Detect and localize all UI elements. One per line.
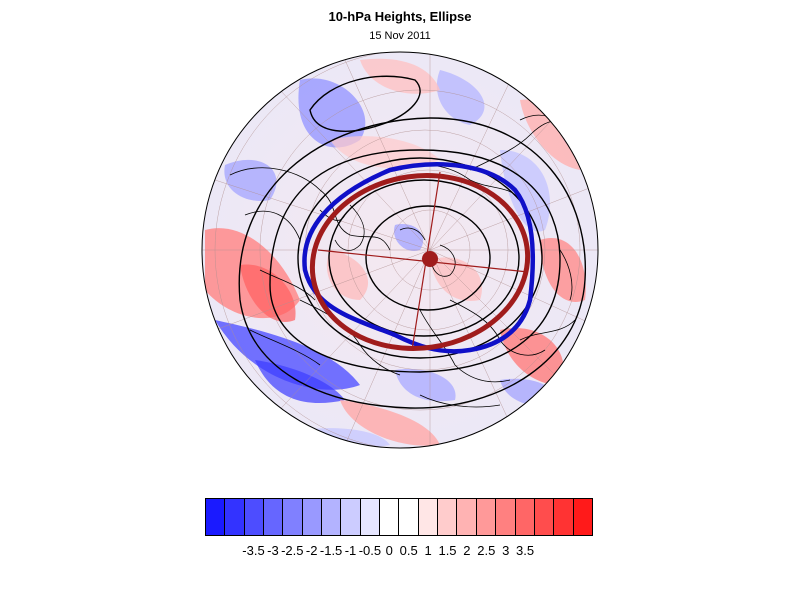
colorbar-swatch bbox=[496, 499, 516, 535]
colorbar-tick-label: -3 bbox=[267, 543, 279, 558]
colorbar-swatches bbox=[205, 498, 593, 536]
colorbar-tick-label: -2 bbox=[305, 543, 318, 558]
colorbar-swatch bbox=[302, 499, 323, 535]
colorbar-tick-label: 1 bbox=[424, 543, 432, 558]
colorbar-labels: -3.5 -3 -2.5 -2 -1.5 -1 -0.5 0 0.5 1 1.5 2 2.5 3 3.5 bbox=[205, 543, 593, 561]
colorbar-swatch bbox=[360, 499, 381, 535]
colorbar-swatch bbox=[322, 499, 342, 535]
colorbar-swatch bbox=[244, 499, 265, 535]
globe-outline bbox=[201, 51, 599, 449]
colorbar-swatch bbox=[438, 499, 458, 535]
colorbar-swatch bbox=[341, 499, 361, 535]
colorbar-tick-label: 2.5 bbox=[477, 543, 496, 558]
colorbar-tick-label: 0.5 bbox=[399, 543, 418, 558]
colorbar-swatch bbox=[399, 499, 419, 535]
colorbar-tick-label: -1.5 bbox=[319, 543, 343, 558]
height-contours bbox=[238, 75, 587, 409]
colorbar-tick-label: 2 bbox=[463, 543, 471, 558]
colorbar-tick-label: -2.5 bbox=[281, 543, 304, 558]
colorbar-tick-label: 1.5 bbox=[438, 543, 457, 558]
colorbar-swatch bbox=[264, 499, 284, 535]
fitted-ellipse bbox=[309, 173, 531, 351]
colorbar-tick-label: -3.5 bbox=[242, 543, 265, 558]
colorbar-tick-label: 0 bbox=[385, 543, 393, 558]
colorbar-tick-label: 3.5 bbox=[516, 543, 535, 558]
colorbar-tick-label: -1 bbox=[344, 543, 357, 558]
colorbar-swatch bbox=[206, 499, 226, 535]
colorbar-swatch bbox=[476, 499, 497, 535]
colorbar-swatch bbox=[534, 499, 555, 535]
colorbar-swatch bbox=[515, 499, 535, 535]
map-date: 15 Nov 2011 bbox=[369, 30, 431, 42]
colorbar-tick-label: -0.5 bbox=[358, 543, 382, 558]
ellipse-center-marker bbox=[422, 251, 438, 267]
colorbar-swatch bbox=[225, 499, 245, 535]
colorbar-swatch bbox=[573, 499, 592, 535]
colorbar-swatch bbox=[554, 499, 574, 535]
colorbar-swatch bbox=[380, 499, 400, 535]
colorbar bbox=[205, 498, 593, 536]
colorbar-tick-label: 3 bbox=[502, 543, 510, 558]
vortex-edge-contour bbox=[302, 162, 535, 354]
colorbar-swatch bbox=[418, 499, 439, 535]
colorbar-swatch bbox=[283, 499, 303, 535]
colorbar-swatch bbox=[457, 499, 477, 535]
map-title: 10-hPa Heights, Ellipse bbox=[328, 9, 472, 24]
